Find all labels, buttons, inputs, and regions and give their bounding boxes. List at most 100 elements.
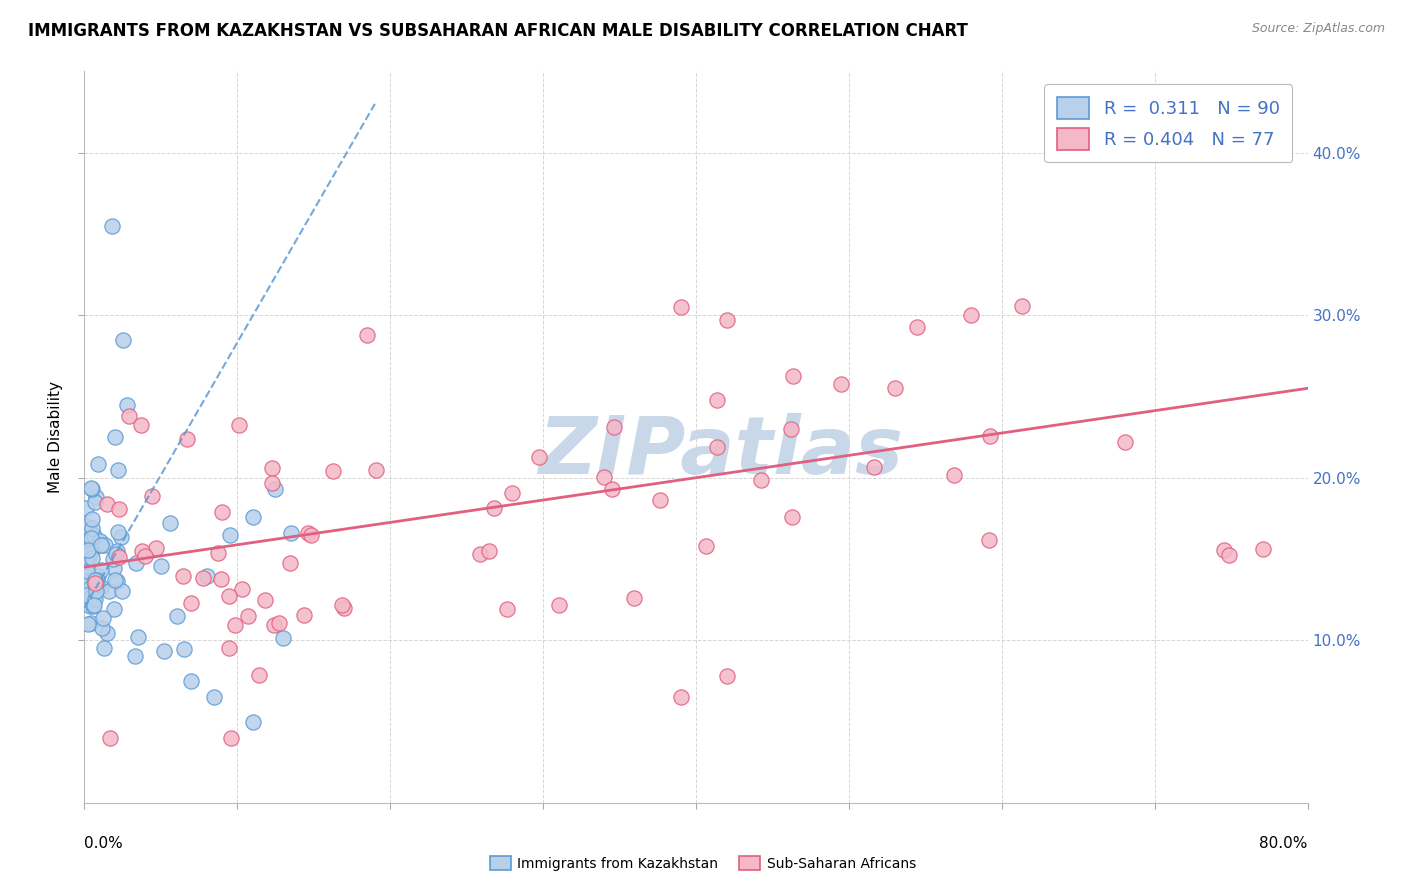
Point xyxy=(1213,543,1236,558)
Point xyxy=(84,583,107,598)
Point xyxy=(80,481,103,495)
Point xyxy=(79,599,101,614)
Text: Source: ZipAtlas.com: Source: ZipAtlas.com xyxy=(1251,22,1385,36)
Point xyxy=(278,556,301,570)
Point xyxy=(75,519,97,533)
Point xyxy=(101,219,124,233)
Point xyxy=(111,333,134,347)
Point xyxy=(264,482,287,496)
Point xyxy=(75,501,97,516)
Point xyxy=(77,541,100,556)
Point xyxy=(863,459,886,474)
Point xyxy=(96,497,118,511)
Point xyxy=(749,473,772,487)
Point xyxy=(76,575,98,590)
Point xyxy=(1181,142,1204,156)
Point xyxy=(86,573,108,587)
Point xyxy=(98,583,121,598)
Point xyxy=(90,537,112,551)
Point xyxy=(103,551,125,566)
Point xyxy=(83,576,105,591)
Point xyxy=(80,587,103,601)
Point xyxy=(93,640,115,655)
Point xyxy=(75,564,97,578)
Point xyxy=(103,560,125,574)
Point xyxy=(145,541,167,556)
Point xyxy=(96,625,118,640)
Point xyxy=(623,591,645,606)
Point xyxy=(82,599,104,613)
Point xyxy=(105,574,128,588)
Point xyxy=(90,580,112,594)
Point xyxy=(219,731,242,745)
Legend: Immigrants from Kazakhstan, Sub-Saharan Africans: Immigrants from Kazakhstan, Sub-Saharan … xyxy=(484,850,922,876)
Point xyxy=(527,450,550,464)
Point xyxy=(600,482,623,496)
Point xyxy=(299,528,322,542)
Point xyxy=(153,643,176,657)
Point xyxy=(280,525,302,540)
Point xyxy=(180,597,202,611)
Point xyxy=(127,630,149,644)
Point xyxy=(76,564,98,578)
Point xyxy=(648,492,671,507)
Point xyxy=(218,640,240,655)
Point xyxy=(260,475,283,490)
Point xyxy=(79,542,101,557)
Point xyxy=(108,550,131,565)
Point xyxy=(79,530,101,544)
Point xyxy=(224,618,246,632)
Point xyxy=(478,544,501,558)
Point xyxy=(547,598,569,612)
Point xyxy=(82,582,104,596)
Point xyxy=(468,547,491,561)
Point xyxy=(669,690,692,705)
Point xyxy=(134,549,156,563)
Point xyxy=(91,621,114,635)
Point xyxy=(782,368,804,383)
Text: IMMIGRANTS FROM KAZAKHSTAN VS SUBSAHARAN AFRICAN MALE DISABILITY CORRELATION CHA: IMMIGRANTS FROM KAZAKHSTAN VS SUBSAHARAN… xyxy=(28,22,967,40)
Point xyxy=(236,609,259,624)
Point xyxy=(105,543,128,558)
Point xyxy=(159,516,181,531)
Point xyxy=(80,520,103,534)
Point xyxy=(191,571,214,585)
Point xyxy=(1253,541,1275,556)
Point xyxy=(84,573,107,587)
Point xyxy=(84,491,107,505)
Point xyxy=(1011,299,1033,313)
Point xyxy=(91,538,114,552)
Point xyxy=(979,428,1001,442)
Point xyxy=(77,543,100,558)
Point xyxy=(482,501,505,516)
Point xyxy=(80,590,103,604)
Point xyxy=(111,584,134,599)
Point xyxy=(242,510,264,524)
Point xyxy=(267,615,290,630)
Point xyxy=(107,462,129,476)
Point xyxy=(98,731,121,745)
Point xyxy=(942,467,965,482)
Point xyxy=(77,553,100,567)
Point xyxy=(129,418,152,433)
Text: 80.0%: 80.0% xyxy=(1260,836,1308,851)
Point xyxy=(603,420,626,434)
Point xyxy=(211,505,233,519)
Point xyxy=(195,569,218,583)
Point xyxy=(79,581,101,595)
Legend: R =  0.311   N = 90, R = 0.404   N = 77: R = 0.311 N = 90, R = 0.404 N = 77 xyxy=(1045,84,1292,162)
Point xyxy=(593,470,616,484)
Point xyxy=(141,489,163,503)
Point xyxy=(292,608,315,623)
Point xyxy=(706,440,728,454)
Point xyxy=(228,418,250,433)
Point xyxy=(209,572,232,586)
Point xyxy=(110,530,132,544)
Point xyxy=(247,668,270,682)
Point xyxy=(202,690,225,705)
Point xyxy=(180,673,202,688)
Point xyxy=(706,392,728,407)
Point xyxy=(76,569,98,583)
Point xyxy=(82,526,104,541)
Point xyxy=(79,546,101,560)
